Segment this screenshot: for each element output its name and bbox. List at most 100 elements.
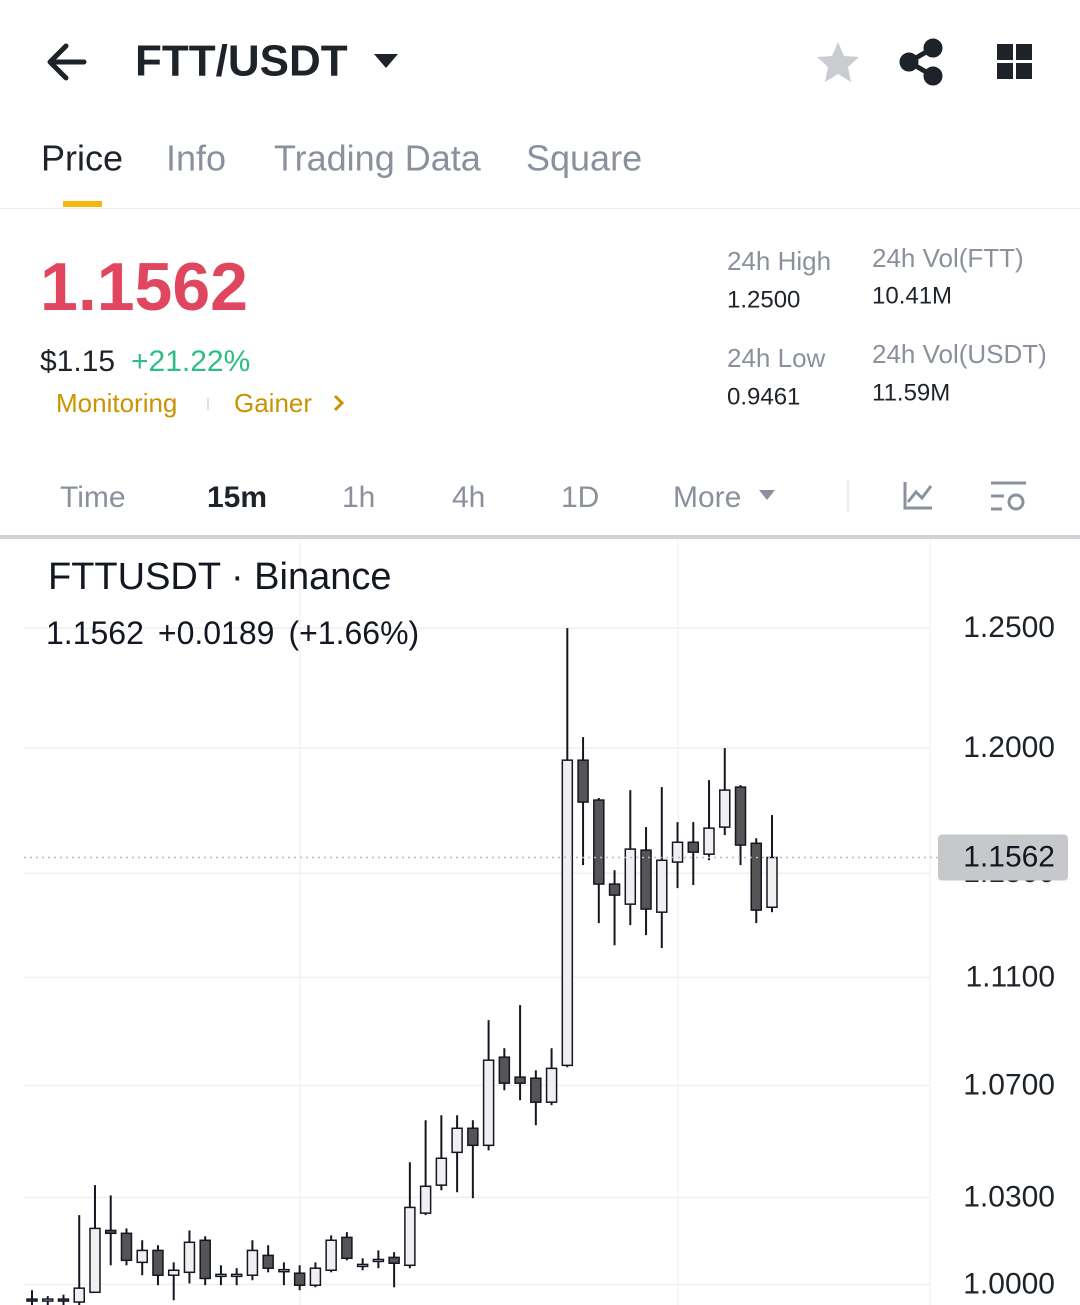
tag-separator [207, 398, 209, 410]
ohlc-change: +0.0189 [158, 615, 275, 651]
candle-body [104, 1229, 117, 1235]
usd-price: $1.15 [40, 345, 115, 378]
settings-lines [991, 481, 1026, 511]
share-dot [923, 66, 943, 86]
stat-value: 10.41M [872, 282, 952, 309]
candle-body [167, 1269, 180, 1276]
pair-dropdown[interactable] [374, 54, 398, 68]
candle-body [152, 1249, 164, 1276]
chart: 1.00001.03001.07001.11001.15001.20001.25… [24, 540, 1068, 1305]
ohlc-info: 1.1562 +0.0189 (+1.66%) [46, 615, 419, 651]
candle-body [498, 1056, 511, 1084]
candle-body [514, 1076, 526, 1084]
candle-body [278, 1268, 290, 1273]
candle-body [246, 1249, 259, 1276]
separator [847, 480, 849, 512]
candle-body [593, 799, 605, 885]
y-tick-label: 1.2000 [963, 731, 1055, 764]
candle-body [624, 848, 637, 905]
candle-body [26, 1298, 38, 1302]
tag[interactable]: Gainer [234, 388, 312, 418]
tag[interactable]: Monitoring [56, 388, 177, 418]
candle-body [404, 1206, 416, 1267]
stat-label: 24h Vol(FTT) [872, 243, 1024, 273]
layout-cell [1016, 44, 1032, 60]
settings-icon[interactable] [991, 481, 1026, 511]
candle-body [656, 859, 668, 913]
ohlc-change_pct: (+1.66%) [288, 615, 419, 651]
stat-value: 1.2500 [727, 286, 800, 313]
candle-body [750, 842, 763, 911]
candle-body [120, 1232, 133, 1262]
pair-title[interactable]: FTT/USDT [135, 37, 348, 86]
stat-label: 24h Low [727, 343, 826, 373]
divider [0, 535, 1080, 539]
share-button[interactable] [899, 38, 943, 86]
back-button[interactable] [47, 43, 87, 81]
more-dropdown[interactable] [759, 490, 775, 500]
candle-body [671, 841, 684, 863]
last-price: 1.1562 [40, 249, 248, 325]
candle-body [309, 1267, 322, 1286]
back-arrow [47, 43, 87, 81]
candle-body [608, 883, 621, 896]
stat-value: 0.9461 [727, 383, 800, 410]
candle-body [41, 1298, 54, 1302]
stat-value: 11.59M [872, 379, 950, 406]
interval-active[interactable]: 15m [207, 481, 267, 514]
chart-title: FTTUSDT · Binance [48, 556, 391, 598]
tab[interactable]: Square [526, 138, 642, 179]
candle-body [372, 1258, 385, 1263]
divider [0, 208, 1080, 209]
candle-body [89, 1227, 101, 1294]
candle-body [388, 1256, 400, 1264]
candle-body [183, 1241, 196, 1274]
tab[interactable]: Info [166, 138, 226, 179]
candle-body [136, 1249, 148, 1264]
interval[interactable]: 1h [342, 481, 375, 514]
stat-label: 24h High [727, 246, 831, 276]
indicator-icon[interactable] [903, 482, 933, 510]
layout-cell [1016, 63, 1032, 79]
candle-body [356, 1263, 369, 1268]
candle-body [530, 1077, 542, 1103]
candle-body [325, 1239, 337, 1272]
interval[interactable]: Time [60, 481, 126, 514]
interval[interactable]: 1D [561, 481, 599, 514]
candle-body [199, 1239, 211, 1280]
tab-indicator [63, 201, 102, 207]
interval[interactable]: More [673, 481, 741, 514]
candle-body [577, 759, 589, 803]
candle-body [467, 1127, 479, 1147]
y-tick-label: 1.0700 [963, 1068, 1055, 1101]
candle-body [703, 827, 715, 855]
y-tick-label: 1.0000 [963, 1267, 1055, 1300]
ohlc-price: 1.1562 [46, 615, 144, 651]
share-dot [899, 52, 919, 72]
interval[interactable]: 4h [452, 481, 485, 514]
candle-body [419, 1185, 432, 1214]
tab-active[interactable]: Price [41, 138, 123, 179]
candle-body [341, 1236, 353, 1260]
candle-body [435, 1157, 448, 1186]
layout-cell [997, 63, 1013, 79]
candle-body [57, 1298, 70, 1302]
tab[interactable]: Trading Data [274, 138, 482, 179]
candle-body [293, 1272, 306, 1286]
favorite-star[interactable] [817, 42, 859, 82]
candle-body [73, 1287, 85, 1303]
candle-body [734, 786, 747, 846]
candle-body [561, 759, 574, 1067]
candle-body [451, 1127, 463, 1154]
candle-body [482, 1059, 495, 1147]
layout-button[interactable] [997, 44, 1032, 79]
share-dot [923, 38, 943, 58]
candle-body [262, 1254, 274, 1269]
last-price-badge [938, 834, 1068, 881]
y-tick-label: 1.2500 [963, 611, 1055, 644]
y-tick-label: 1.0300 [963, 1180, 1055, 1213]
candle-body [687, 841, 700, 853]
candle-body [766, 856, 778, 909]
